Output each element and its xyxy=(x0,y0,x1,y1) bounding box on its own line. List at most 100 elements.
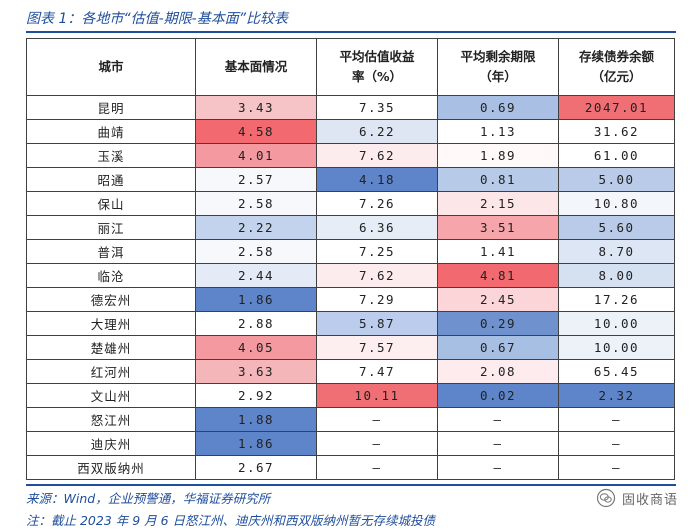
cell-avg-term: – xyxy=(437,455,559,480)
cell-fundamentals: 1.86 xyxy=(195,287,317,312)
cell-fundamentals: 4.01 xyxy=(195,143,317,168)
cell-avg-term: 1.41 xyxy=(437,239,559,264)
cell-avg-term: 2.08 xyxy=(437,359,559,384)
cell-fundamentals: 1.86 xyxy=(195,431,317,456)
bottom-divider xyxy=(26,484,676,486)
table-row: 丽江 2.22 6.36 3.51 5.60 xyxy=(26,215,675,240)
cell-city: 昭通 xyxy=(26,167,196,192)
cell-fundamentals: 2.22 xyxy=(195,215,317,240)
cell-city: 大理州 xyxy=(26,311,196,336)
cell-avg-yield: 7.26 xyxy=(316,191,438,216)
cell-avg-term: 1.13 xyxy=(437,119,559,144)
cell-bond-balance: 8.70 xyxy=(558,239,675,264)
cell-city: 临沧 xyxy=(26,263,196,288)
cell-bond-balance: 31.62 xyxy=(558,119,675,144)
cell-city: 丽江 xyxy=(26,215,196,240)
cell-avg-term: 2.15 xyxy=(437,191,559,216)
header-city: 城市 xyxy=(26,38,196,96)
cell-avg-term: 4.81 xyxy=(437,263,559,288)
cell-city: 保山 xyxy=(26,191,196,216)
cell-fundamentals: 2.44 xyxy=(195,263,317,288)
cell-avg-yield: 7.62 xyxy=(316,143,438,168)
cell-city: 迪庆州 xyxy=(26,431,196,456)
header-fundamentals: 基本面情况 xyxy=(195,38,317,96)
cell-avg-yield: 7.57 xyxy=(316,335,438,360)
cell-bond-balance: 10.80 xyxy=(558,191,675,216)
cell-fundamentals: 4.58 xyxy=(195,119,317,144)
cell-bond-balance: 8.00 xyxy=(558,263,675,288)
cell-avg-term: 0.81 xyxy=(437,167,559,192)
table-row: 昭通 2.57 4.18 0.81 5.00 xyxy=(26,167,675,192)
cell-avg-term: 0.29 xyxy=(437,311,559,336)
source-note: 来源：Wind，企业预警通，华福证券研究所 xyxy=(26,491,271,506)
table-row: 红河州 3.63 7.47 2.08 65.45 xyxy=(26,359,675,384)
cell-bond-balance: 10.00 xyxy=(558,335,675,360)
cell-bond-balance: 61.00 xyxy=(558,143,675,168)
cell-city: 德宏州 xyxy=(26,287,196,312)
cell-avg-yield: 7.62 xyxy=(316,263,438,288)
cell-bond-balance: – xyxy=(558,407,675,432)
cell-avg-yield: 4.18 xyxy=(316,167,438,192)
cell-city: 昆明 xyxy=(26,95,196,120)
cell-bond-balance: 65.45 xyxy=(558,359,675,384)
cell-fundamentals: 2.58 xyxy=(195,191,317,216)
cell-bond-balance: – xyxy=(558,431,675,456)
cell-bond-balance: 5.00 xyxy=(558,167,675,192)
table-row: 楚雄州 4.05 7.57 0.67 10.00 xyxy=(26,335,675,360)
table-row: 德宏州 1.86 7.29 2.45 17.26 xyxy=(26,287,675,312)
cell-city: 红河州 xyxy=(26,359,196,384)
cell-city: 玉溪 xyxy=(26,143,196,168)
watermark-text: 固收商语 xyxy=(621,492,678,508)
cell-bond-balance: 2047.01 xyxy=(558,95,675,120)
header-avg-yield: 平均估值收益 率（%） xyxy=(316,38,438,96)
cell-fundamentals: 3.63 xyxy=(195,359,317,384)
title-divider xyxy=(26,31,676,33)
cell-fundamentals: 2.92 xyxy=(195,383,317,408)
cell-avg-term: – xyxy=(437,431,559,456)
header-avg-term: 平均剩余期限 （年） xyxy=(437,38,559,96)
cell-avg-yield: – xyxy=(316,455,438,480)
cell-avg-term: 3.51 xyxy=(437,215,559,240)
comparison-table: 城市 基本面情况 平均估值收益 率（%） 平均剩余期限 （年） 存续债券余额 （亿元）… xyxy=(26,38,675,480)
cell-fundamentals: 2.67 xyxy=(195,455,317,480)
table-row: 普洱 2.58 7.25 1.41 8.70 xyxy=(26,239,675,264)
cell-city: 西双版纳州 xyxy=(26,455,196,480)
header-bond-balance: 存续债券余额 （亿元） xyxy=(558,38,675,96)
cell-city: 文山州 xyxy=(26,383,196,408)
cell-avg-yield: 10.11 xyxy=(316,383,438,408)
cell-avg-yield: – xyxy=(316,407,438,432)
figure-title: 图表 1：各地市“估值-期限-基本面”比较表 xyxy=(26,11,288,27)
table-row: 大理州 2.88 5.87 0.29 10.00 xyxy=(26,311,675,336)
cell-city: 曲靖 xyxy=(26,119,196,144)
cell-bond-balance: 5.60 xyxy=(558,215,675,240)
cell-avg-term: 0.69 xyxy=(437,95,559,120)
table-row: 昆明 3.43 7.35 0.69 2047.01 xyxy=(26,95,675,120)
cell-avg-yield: 7.47 xyxy=(316,359,438,384)
cell-avg-yield: – xyxy=(316,431,438,456)
cell-city: 普洱 xyxy=(26,239,196,264)
cell-avg-yield: 7.35 xyxy=(316,95,438,120)
cell-fundamentals: 2.88 xyxy=(195,311,317,336)
table-row: 曲靖 4.58 6.22 1.13 31.62 xyxy=(26,119,675,144)
cell-fundamentals: 3.43 xyxy=(195,95,317,120)
cell-fundamentals: 2.57 xyxy=(195,167,317,192)
table-body: 昆明 3.43 7.35 0.69 2047.01 曲靖 4.58 6.22 1.13 31.62… xyxy=(26,95,675,480)
table-row: 玉溪 4.01 7.62 1.89 61.00 xyxy=(26,143,675,168)
cell-avg-yield: 5.87 xyxy=(316,311,438,336)
table-row: 临沧 2.44 7.62 4.81 8.00 xyxy=(26,263,675,288)
cell-avg-yield: 6.36 xyxy=(316,215,438,240)
table-row: 保山 2.58 7.26 2.15 10.80 xyxy=(26,191,675,216)
cell-avg-yield: 7.25 xyxy=(316,239,438,264)
cell-avg-term: 0.02 xyxy=(437,383,559,408)
cell-avg-term: 2.45 xyxy=(437,287,559,312)
table-row: 迪庆州 1.86– – – xyxy=(26,431,675,456)
cell-avg-term: 1.89 xyxy=(437,143,559,168)
cell-fundamentals: 4.05 xyxy=(195,335,317,360)
cell-avg-term: – xyxy=(437,407,559,432)
cell-bond-balance: 10.00 xyxy=(558,311,675,336)
cell-avg-term: 0.67 xyxy=(437,335,559,360)
cell-bond-balance: 2.32 xyxy=(558,383,675,408)
table-row: 文山州 2.92 10.11 0.02 2.32 xyxy=(26,383,675,408)
cell-city: 楚雄州 xyxy=(26,335,196,360)
cell-fundamentals: 1.88 xyxy=(195,407,317,432)
